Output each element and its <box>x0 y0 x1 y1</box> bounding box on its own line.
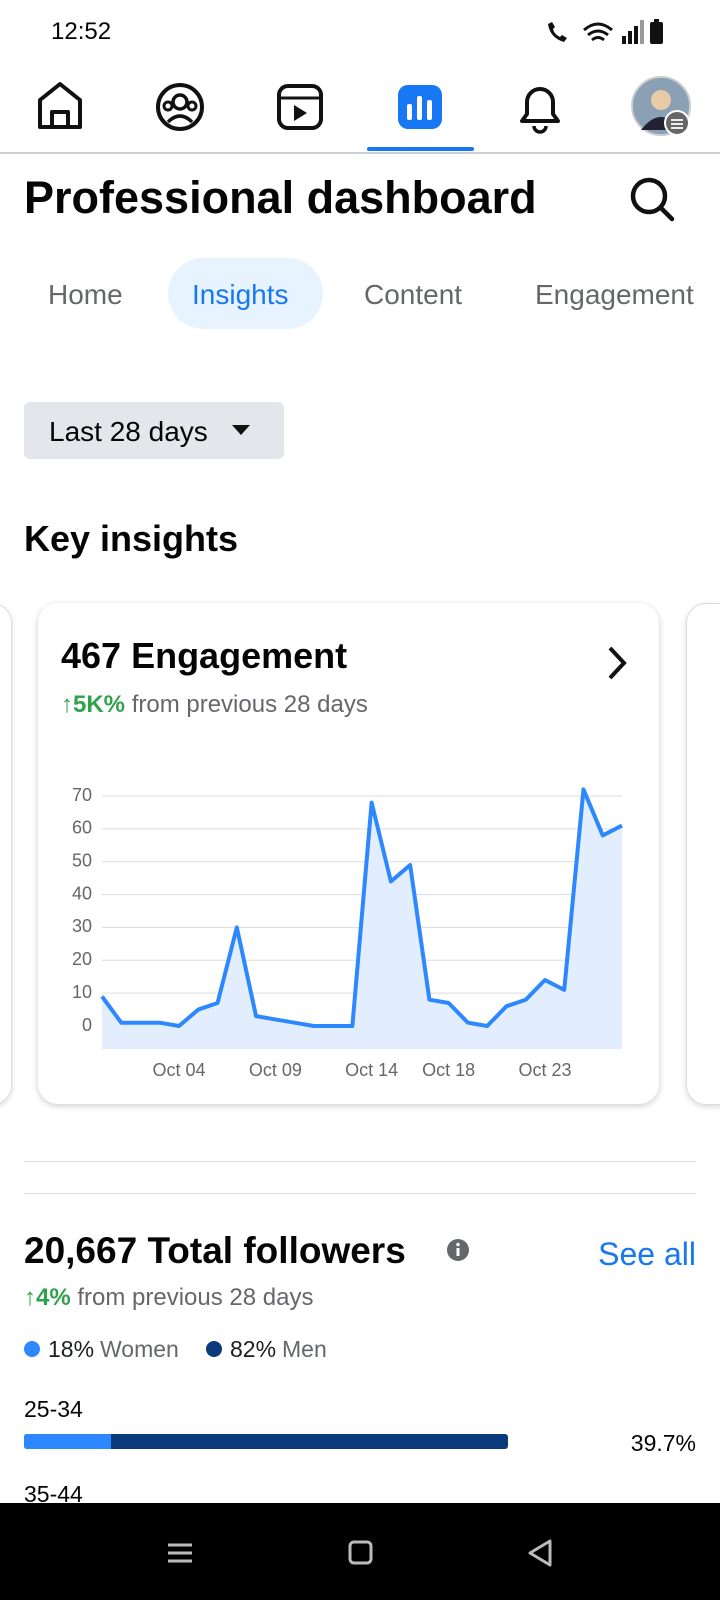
y-tick-label: 70 <box>72 785 92 805</box>
x-tick-label: Oct 09 <box>249 1060 302 1080</box>
followers-change: ↑4% from previous 28 days <box>24 1284 313 1312</box>
x-tick-label: Oct 18 <box>422 1060 475 1080</box>
legend-label: Men <box>282 1336 327 1362</box>
info-icon[interactable] <box>446 1238 470 1262</box>
tab[interactable]: Insights <box>192 279 289 310</box>
home-button <box>348 1540 373 1565</box>
y-tick-label: 0 <box>82 1015 92 1035</box>
age-bar-women <box>24 1434 112 1449</box>
notifications-icon[interactable] <box>520 87 560 134</box>
dropdown-icon <box>232 425 250 435</box>
age-value: 39.7% <box>630 1430 696 1456</box>
tab[interactable]: Engagement <box>535 279 694 310</box>
x-tick-label: Oct 14 <box>345 1060 398 1080</box>
tab[interactable]: Content <box>364 279 463 310</box>
y-tick-label: 30 <box>72 916 92 936</box>
next-card[interactable] <box>686 603 720 1105</box>
divider <box>24 1193 696 1194</box>
search-icon[interactable] <box>628 176 676 224</box>
y-tick-label: 10 <box>72 982 92 1002</box>
filter-label: Last 28 days <box>49 416 208 447</box>
friends-icon[interactable] <box>156 83 204 131</box>
video-icon[interactable] <box>277 84 323 130</box>
followers-title: 20,667 Total followers <box>24 1230 406 1271</box>
status-time: 12:52 <box>51 18 112 45</box>
card-change: ↑5K% from previous 28 days <box>61 691 368 719</box>
legend-value: 18% <box>48 1336 95 1362</box>
profile-avatar[interactable] <box>631 76 691 136</box>
see-all-link[interactable]: See all <box>598 1236 696 1272</box>
engagement-chart: 0 10 20 30 40 50 60 70 Oct 04 Oct 09 Oct 14 Oct 18 O… <box>72 785 623 1080</box>
active-tab-bg <box>168 258 323 329</box>
system-nav-icons <box>168 1539 552 1567</box>
y-tick-label: 50 <box>72 850 92 870</box>
home-icon[interactable] <box>38 82 82 129</box>
legend-value: 82% <box>230 1336 277 1362</box>
legend-dot <box>24 1341 40 1357</box>
age-bar <box>24 1434 509 1449</box>
change-note: from previous 28 days <box>131 691 368 718</box>
back-button <box>528 1539 552 1567</box>
age-label: 25-34 <box>24 1396 83 1422</box>
card-chevron[interactable] <box>605 645 629 681</box>
x-tick-label: Oct 04 <box>153 1060 206 1080</box>
status-icons <box>548 19 663 44</box>
card-title: 467 Engagement <box>61 635 348 676</box>
date-filter[interactable]: Last 28 days <box>24 402 284 459</box>
change-note: from previous 28 days <box>77 1284 314 1311</box>
menu-button <box>168 1543 192 1563</box>
age-label: 35-44 <box>24 1481 83 1507</box>
system-nav <box>0 1503 720 1600</box>
y-tick-label: 40 <box>72 883 92 903</box>
tab[interactable]: Home <box>48 279 123 310</box>
change-value: ↑5K% <box>61 691 126 718</box>
top-nav <box>0 76 720 154</box>
legend-label: Women <box>100 1336 179 1362</box>
change-value: ↑4% <box>24 1284 71 1311</box>
y-tick-label: 20 <box>72 949 92 969</box>
line <box>100 787 623 1028</box>
section-title: Key insights <box>24 518 239 559</box>
x-tick-label: Oct 23 <box>518 1060 571 1080</box>
dashboard-icon[interactable] <box>398 85 442 129</box>
y-tick-label: 60 <box>72 818 92 838</box>
divider <box>24 1161 696 1162</box>
legend-dot <box>206 1341 222 1357</box>
active-tab-indicator <box>367 147 474 151</box>
page-title: Professional dashboard <box>24 172 537 223</box>
